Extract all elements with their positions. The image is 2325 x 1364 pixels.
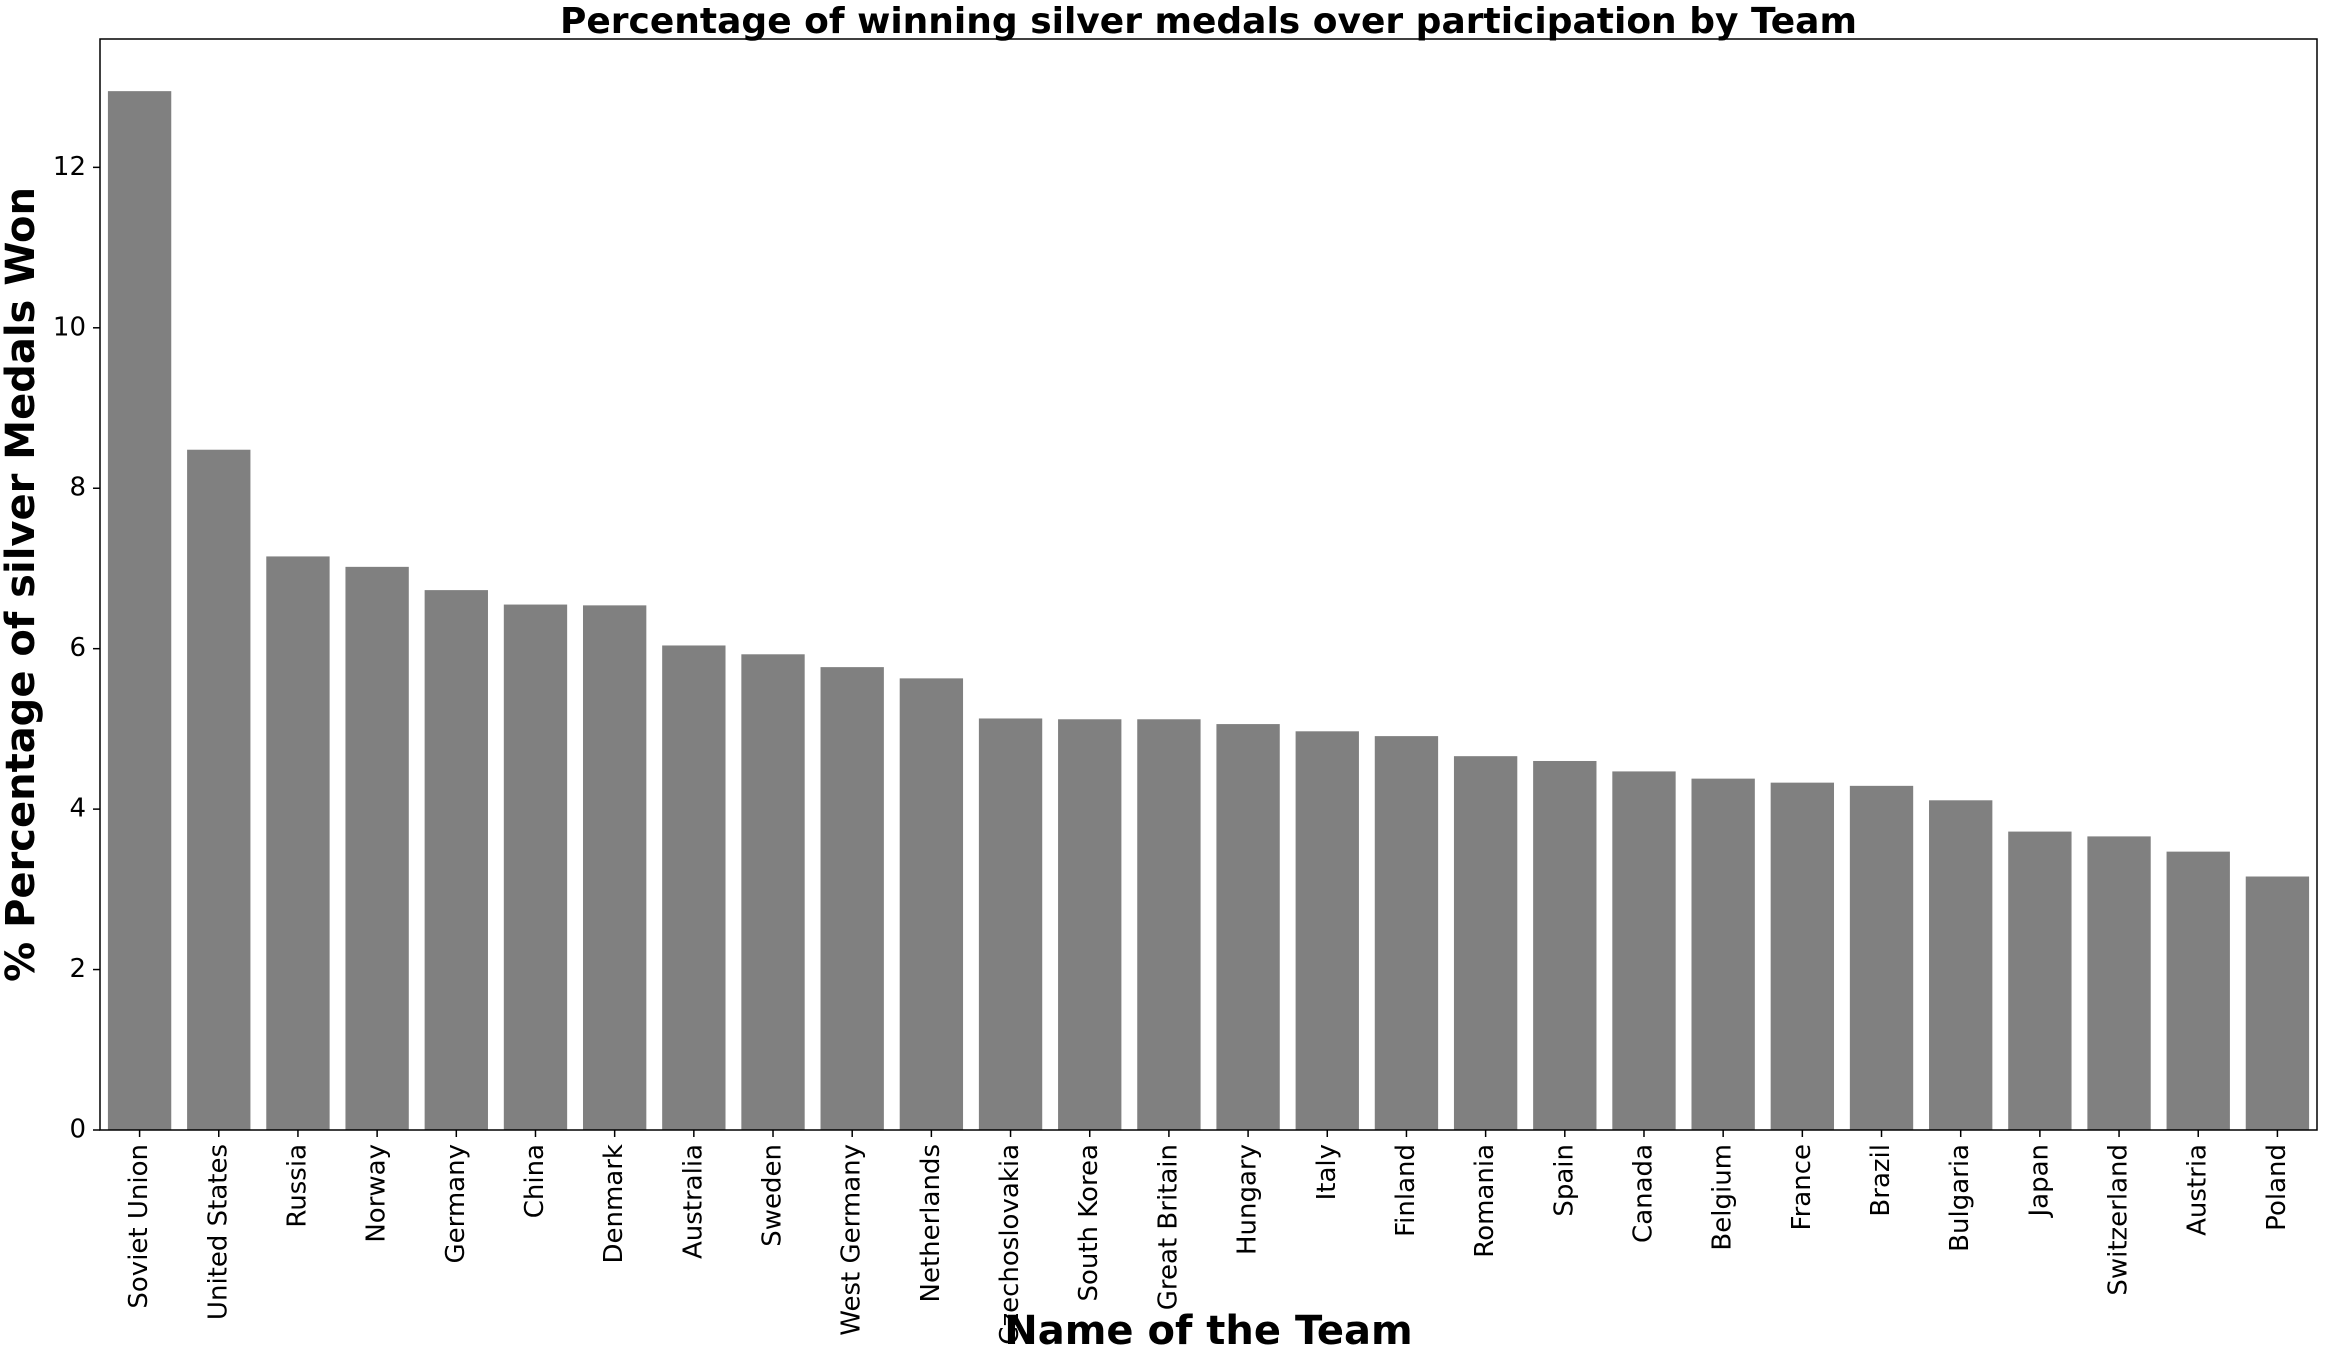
bar-finland (1374, 736, 1439, 1130)
y-axis: 0 2 4 6 8 10 12 (53, 152, 100, 1145)
x-tick-label: Norway (362, 1144, 392, 1243)
bar-poland (2245, 876, 2310, 1130)
bar-france (1770, 782, 1835, 1130)
x-tick-label: United States (203, 1144, 233, 1320)
x-tick-label: Russia (282, 1144, 312, 1228)
y-tick-label: 10 (53, 312, 86, 342)
bar-switzerland (2087, 836, 2151, 1130)
bars-layer (107, 91, 2310, 1131)
bar-united-states (187, 449, 251, 1131)
bar-austria (2166, 851, 2230, 1130)
bar-china (503, 604, 568, 1130)
bar-netherlands (899, 678, 964, 1130)
x-tick-label: Australia (678, 1144, 708, 1259)
x-tick-label: Netherlands (916, 1144, 946, 1303)
x-tick-label: South Korea (1074, 1144, 1104, 1302)
bar-sweden (741, 654, 805, 1130)
y-tick-label: 2 (69, 954, 86, 984)
x-tick-label: Japan (2024, 1144, 2054, 1219)
y-tick-label: 0 (69, 1115, 86, 1145)
bar-norway (345, 566, 409, 1130)
x-tick-label: Czechoslovakia (995, 1144, 1025, 1345)
x-tick-label: Sweden (758, 1144, 788, 1247)
y-tick-label: 6 (69, 633, 86, 663)
x-tick-label: Romania (1470, 1144, 1500, 1258)
bar-spain (1533, 760, 1597, 1130)
x-tick-label: Italy (1312, 1144, 1342, 1200)
bar-czechoslovakia (978, 718, 1043, 1130)
x-tick-label: Brazil (1866, 1144, 1896, 1217)
bar-australia (662, 645, 726, 1130)
bar-bulgaria (1929, 800, 1993, 1130)
x-axis-title: Name of the Team (1004, 1308, 1412, 1354)
chart-title: Percentage of winning silver medals over… (560, 1, 1857, 42)
bar-south-korea (1058, 719, 1122, 1130)
y-axis-title: % Percentage of silver Medals Won (0, 187, 44, 982)
bar-soviet-union (107, 91, 172, 1130)
x-tick-label: Finland (1391, 1144, 1421, 1237)
bar-germany (424, 590, 488, 1130)
x-tick-label: Switzerland (2104, 1144, 2134, 1296)
bar-great-britain (1137, 719, 1201, 1130)
y-tick-label: 4 (69, 794, 86, 824)
bar-west-germany (820, 667, 884, 1130)
x-axis: Soviet Union United States Russia Norway Ger… (124, 1130, 2292, 1345)
x-tick-label: France (1787, 1144, 1817, 1230)
y-tick-label: 8 (69, 473, 86, 503)
bar-japan (2008, 831, 2072, 1130)
x-tick-label: Canada (1628, 1144, 1658, 1243)
x-tick-label: Bulgaria (1945, 1144, 1975, 1252)
x-tick-label: Belgium (1708, 1144, 1738, 1251)
bar-brazil (1849, 785, 1914, 1130)
plot-frame (99, 38, 2318, 1131)
bar-italy (1295, 731, 1359, 1130)
x-tick-label: China (520, 1144, 550, 1218)
x-tick-label: Poland (2262, 1144, 2292, 1231)
bar-romania (1453, 756, 1518, 1130)
x-tick-label: Spain (1549, 1144, 1579, 1217)
x-tick-label: Hungary (1233, 1144, 1263, 1255)
x-tick-label: Great Britain (1153, 1144, 1183, 1310)
bar-russia (266, 556, 330, 1130)
bar-belgium (1691, 778, 1755, 1130)
x-tick-label: West Germany (837, 1144, 867, 1336)
x-tick-label: Austria (2183, 1144, 2213, 1236)
x-tick-label: Denmark (599, 1144, 629, 1264)
bar-denmark (582, 605, 647, 1130)
x-tick-label: Soviet Union (124, 1144, 154, 1309)
y-tick-label: 12 (53, 152, 86, 182)
x-tick-label: Germany (441, 1144, 471, 1264)
bar-canada (1612, 771, 1676, 1130)
bar-hungary (1216, 724, 1280, 1130)
